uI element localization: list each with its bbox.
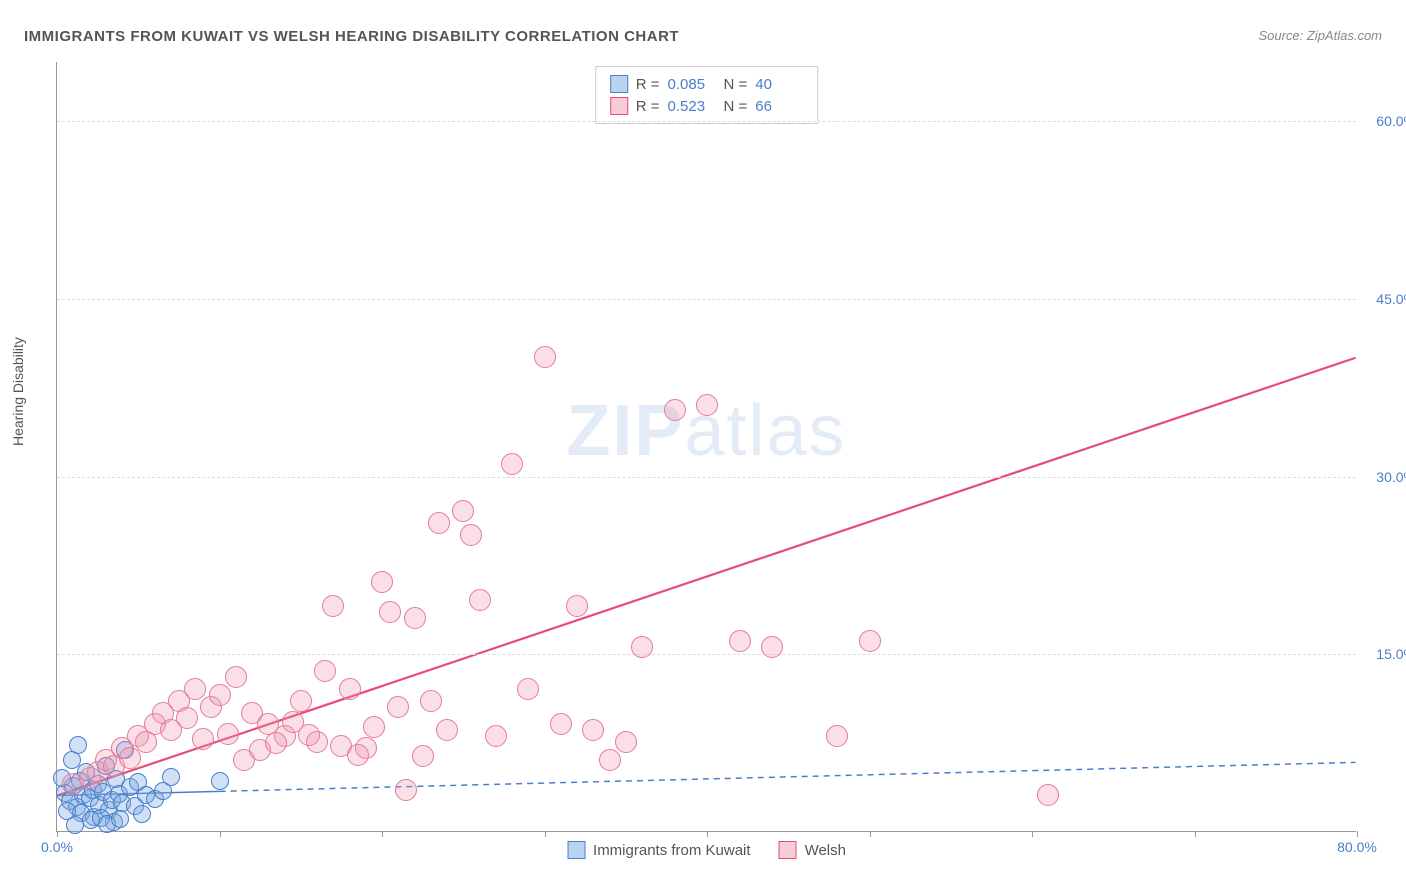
- trend-line: [57, 358, 1355, 796]
- series-legend: Immigrants from Kuwait Welsh: [567, 841, 846, 859]
- marker-kuwait: [63, 751, 81, 769]
- marker-welsh: [339, 678, 361, 700]
- marker-welsh: [599, 749, 621, 771]
- marker-welsh: [582, 719, 604, 741]
- marker-welsh: [615, 731, 637, 753]
- marker-welsh: [395, 779, 417, 801]
- marker-welsh: [420, 690, 442, 712]
- gridline: [57, 299, 1356, 300]
- swatch-kuwait: [610, 75, 628, 93]
- marker-welsh: [387, 696, 409, 718]
- xtick: [707, 831, 708, 837]
- legend-swatch-welsh: [779, 841, 797, 859]
- xtick-label: 80.0%: [1337, 839, 1377, 855]
- legend-label-welsh: Welsh: [805, 842, 846, 859]
- ytick-label: 15.0%: [1376, 646, 1406, 662]
- marker-welsh: [761, 636, 783, 658]
- xtick: [57, 831, 58, 837]
- legend-item-kuwait: Immigrants from Kuwait: [567, 841, 751, 859]
- correlation-stats-legend: R = 0.085 N = 40 R = 0.523 N = 66: [595, 66, 819, 124]
- marker-welsh: [436, 719, 458, 741]
- marker-welsh: [209, 684, 231, 706]
- n-label-1: N =: [724, 98, 748, 115]
- marker-welsh: [501, 453, 523, 475]
- marker-welsh: [452, 500, 474, 522]
- marker-welsh: [371, 571, 393, 593]
- marker-welsh: [347, 744, 369, 766]
- xtick: [545, 831, 546, 837]
- marker-welsh: [1037, 784, 1059, 806]
- marker-welsh: [412, 745, 434, 767]
- marker-welsh: [469, 589, 491, 611]
- gridline: [57, 121, 1356, 122]
- marker-welsh: [534, 346, 556, 368]
- marker-welsh: [664, 399, 686, 421]
- swatch-welsh: [610, 97, 628, 115]
- legend-label-kuwait: Immigrants from Kuwait: [593, 842, 751, 859]
- marker-welsh: [379, 601, 401, 623]
- ytick-label: 30.0%: [1376, 469, 1406, 485]
- marker-welsh: [314, 660, 336, 682]
- marker-welsh: [184, 678, 206, 700]
- legend-swatch-kuwait: [567, 841, 585, 859]
- marker-welsh: [550, 713, 572, 735]
- marker-welsh: [696, 394, 718, 416]
- n-value-1: 66: [755, 98, 803, 115]
- marker-kuwait: [133, 805, 151, 823]
- marker-welsh: [631, 636, 653, 658]
- marker-welsh: [485, 725, 507, 747]
- xtick: [220, 831, 221, 837]
- xtick: [1195, 831, 1196, 837]
- source-attribution: Source: ZipAtlas.com: [1258, 28, 1382, 43]
- marker-welsh: [428, 512, 450, 534]
- marker-kuwait: [162, 768, 180, 786]
- marker-welsh: [176, 707, 198, 729]
- r-label-0: R =: [636, 76, 660, 93]
- marker-welsh: [517, 678, 539, 700]
- n-label-0: N =: [724, 76, 748, 93]
- marker-kuwait: [111, 810, 129, 828]
- marker-welsh: [290, 690, 312, 712]
- marker-welsh: [826, 725, 848, 747]
- legend-item-welsh: Welsh: [779, 841, 846, 859]
- trend-line: [220, 762, 1356, 791]
- marker-welsh: [460, 524, 482, 546]
- marker-welsh: [225, 666, 247, 688]
- marker-welsh: [363, 716, 385, 738]
- marker-welsh: [217, 723, 239, 745]
- gridline: [57, 477, 1356, 478]
- marker-welsh: [192, 728, 214, 750]
- marker-welsh: [729, 630, 751, 652]
- xtick: [870, 831, 871, 837]
- marker-welsh: [265, 732, 287, 754]
- xtick-label: 0.0%: [41, 839, 73, 855]
- marker-kuwait: [211, 772, 229, 790]
- xtick: [382, 831, 383, 837]
- plot-area: ZIPatlas R = 0.085 N = 40 R = 0.523 N = …: [56, 62, 1356, 832]
- marker-kuwait: [69, 736, 87, 754]
- stats-row-welsh: R = 0.523 N = 66: [610, 95, 804, 117]
- r-value-1: 0.523: [668, 98, 716, 115]
- n-value-0: 40: [755, 76, 803, 93]
- chart-title: IMMIGRANTS FROM KUWAIT VS WELSH HEARING …: [24, 28, 679, 45]
- gridline: [57, 654, 1356, 655]
- marker-welsh: [859, 630, 881, 652]
- xtick: [1032, 831, 1033, 837]
- r-value-0: 0.085: [668, 76, 716, 93]
- marker-welsh: [298, 724, 320, 746]
- xtick: [1357, 831, 1358, 837]
- marker-welsh: [566, 595, 588, 617]
- marker-welsh: [322, 595, 344, 617]
- marker-welsh: [404, 607, 426, 629]
- r-label-1: R =: [636, 98, 660, 115]
- marker-kuwait: [58, 802, 76, 820]
- ytick-label: 45.0%: [1376, 291, 1406, 307]
- y-axis-label: Hearing Disability: [10, 337, 26, 446]
- ytick-label: 60.0%: [1376, 113, 1406, 129]
- stats-row-kuwait: R = 0.085 N = 40: [610, 73, 804, 95]
